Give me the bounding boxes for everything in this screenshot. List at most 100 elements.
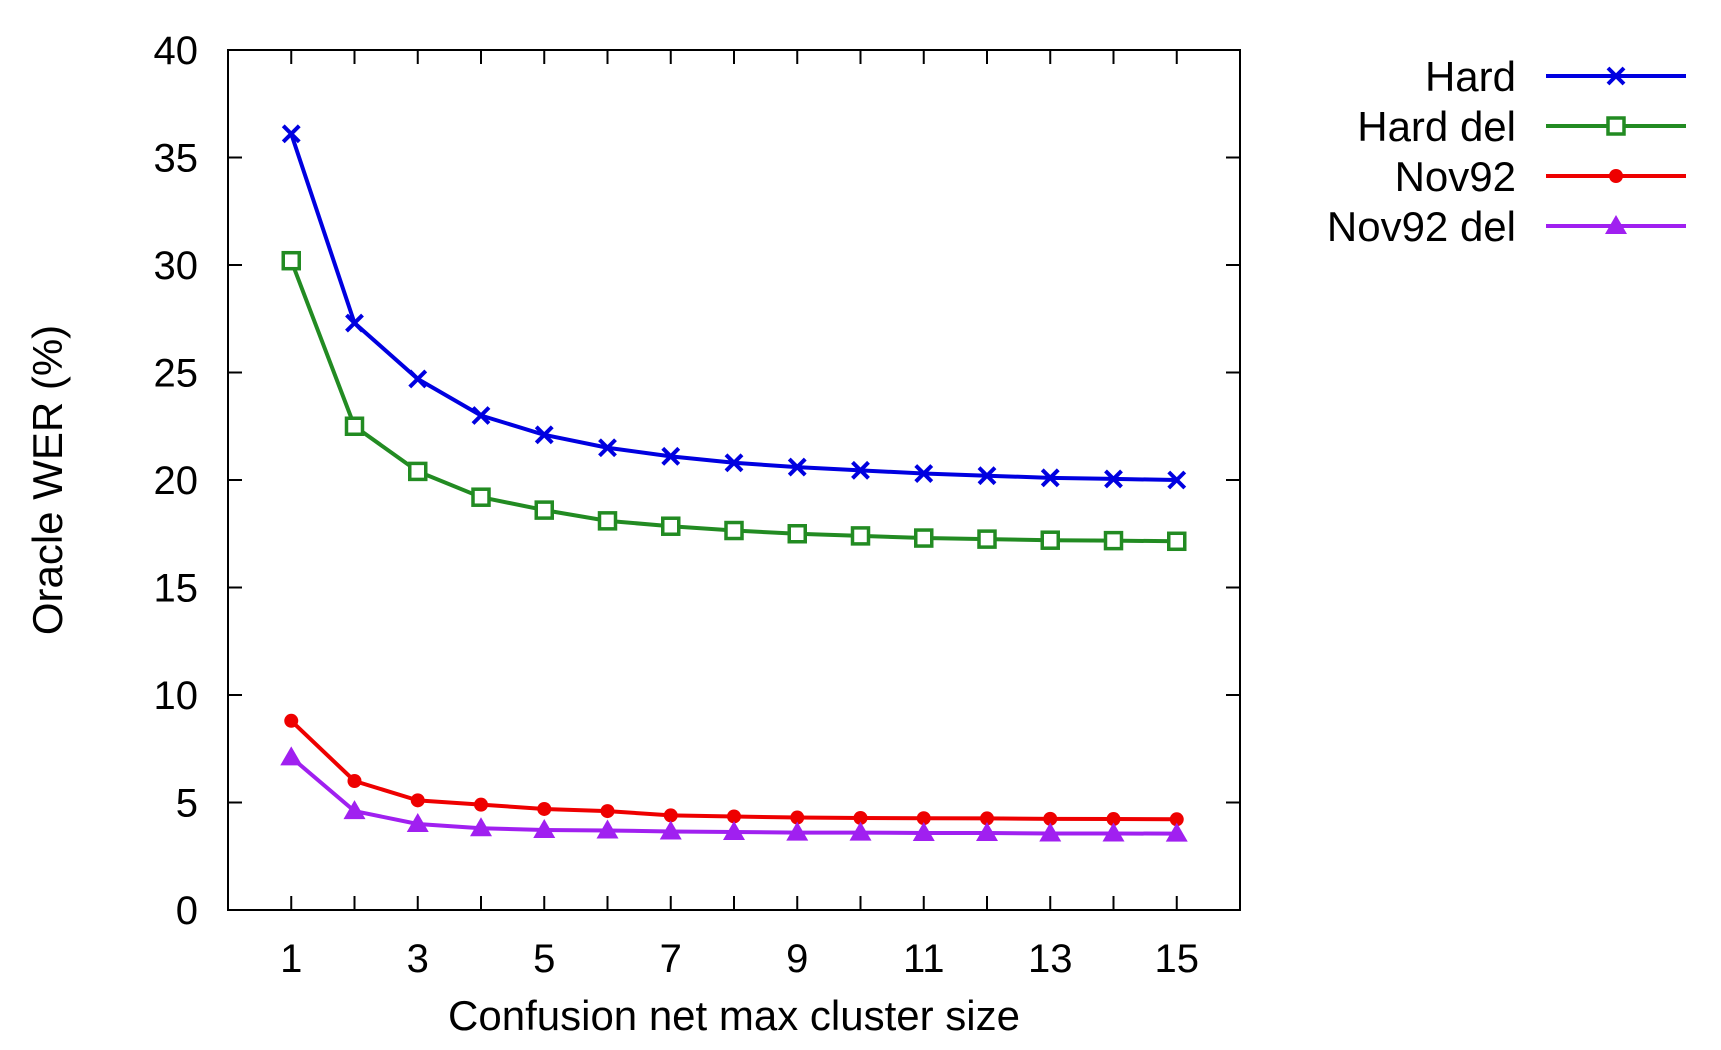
x-tick-label: 3 <box>407 937 429 981</box>
data-point <box>347 774 362 788</box>
data-point <box>787 524 807 544</box>
data-point <box>790 810 805 825</box>
data-point <box>534 425 554 445</box>
x-tick-label: 1 <box>280 937 302 981</box>
legend-label: Hard del <box>1357 103 1516 150</box>
data-point <box>663 808 678 823</box>
marker-stroke <box>914 464 934 483</box>
x-tick-label: 11 <box>903 937 945 981</box>
data-point <box>724 453 744 473</box>
series-line <box>289 133 1177 482</box>
marker-stroke <box>787 457 807 477</box>
y-tick-label: 25 <box>154 352 199 396</box>
y-axis-title: Oracle WER (%) <box>24 325 71 635</box>
data-point <box>1167 531 1187 552</box>
legend-marker <box>1609 169 1623 183</box>
series-hard <box>281 124 1187 490</box>
data-point <box>408 369 428 389</box>
data-point <box>849 821 872 841</box>
data-point <box>474 797 488 812</box>
data-point <box>280 746 303 766</box>
x-tick-label: 9 <box>786 937 808 981</box>
data-point <box>1043 811 1058 826</box>
x-tick-label: 5 <box>533 937 555 981</box>
data-point <box>661 516 681 536</box>
y-tick-label: 15 <box>154 567 199 611</box>
legend-label: Hard <box>1425 53 1516 100</box>
data-point <box>980 811 994 826</box>
marker-stroke <box>534 425 554 445</box>
data-point <box>408 461 428 482</box>
series-line <box>289 719 1177 822</box>
data-point <box>471 487 491 507</box>
x-tick-label: 7 <box>660 937 682 981</box>
series-hard-del <box>281 250 1187 552</box>
data-point <box>534 500 554 520</box>
data-point <box>533 819 556 839</box>
x-axis-title: Confusion net max cluster size <box>448 992 1020 1039</box>
data-point <box>600 804 615 819</box>
marker-stroke <box>1040 468 1060 488</box>
marker-stroke <box>851 460 870 480</box>
data-point <box>1104 469 1123 489</box>
data-point <box>1040 530 1060 550</box>
data-point <box>343 800 366 820</box>
data-point <box>853 810 868 825</box>
marker-stroke <box>1104 469 1123 489</box>
x-axis: 1 3 5 7 9 11 13 15 <box>280 50 1199 981</box>
y-tick-label: 10 <box>154 674 199 718</box>
data-point <box>727 809 741 824</box>
data-point <box>598 438 617 458</box>
data-point <box>912 822 935 842</box>
legend-marker <box>1605 215 1627 234</box>
data-point <box>1167 470 1187 490</box>
series-layer <box>280 124 1188 842</box>
data-point <box>723 820 745 840</box>
marker-stroke <box>661 446 681 466</box>
data-point <box>724 520 744 541</box>
marker-stroke <box>471 406 491 425</box>
y-tick-label: 5 <box>176 782 198 826</box>
data-point <box>914 528 934 548</box>
data-point <box>1103 530 1124 551</box>
y-tick-label: 20 <box>154 459 199 503</box>
data-point <box>1165 822 1188 842</box>
y-tick-label: 0 <box>176 889 198 933</box>
data-point <box>281 250 301 271</box>
marker-stroke <box>345 313 364 333</box>
data-point <box>850 526 871 546</box>
series-nov92-del <box>280 746 1188 842</box>
data-point <box>1039 822 1062 842</box>
data-point <box>786 821 809 841</box>
series-line <box>289 259 1177 544</box>
data-point <box>1102 822 1125 842</box>
x-tick-label: 15 <box>1155 937 1200 981</box>
legend-marker <box>1606 66 1626 86</box>
data-point <box>281 124 301 144</box>
data-point <box>787 457 807 477</box>
data-point <box>1169 812 1184 827</box>
data-point <box>537 801 552 816</box>
y-tick-label: 40 <box>154 29 199 73</box>
data-point <box>1106 812 1121 827</box>
data-point <box>977 466 997 486</box>
data-point <box>914 464 934 483</box>
data-point <box>916 811 931 826</box>
data-point <box>345 313 364 333</box>
data-point <box>596 819 619 839</box>
data-point <box>470 817 492 837</box>
data-point <box>471 406 491 425</box>
marker-stroke <box>408 369 428 389</box>
data-point <box>851 460 870 480</box>
series-nov92 <box>284 713 1184 827</box>
data-point <box>1040 468 1060 488</box>
marker-stroke <box>1606 66 1626 86</box>
legend-item: Nov92 <box>1395 153 1686 200</box>
legend-item: Hard del <box>1357 103 1686 150</box>
data-point <box>659 820 682 840</box>
marker-stroke <box>281 124 301 144</box>
y-tick-label: 35 <box>154 137 199 181</box>
data-point <box>410 793 425 808</box>
